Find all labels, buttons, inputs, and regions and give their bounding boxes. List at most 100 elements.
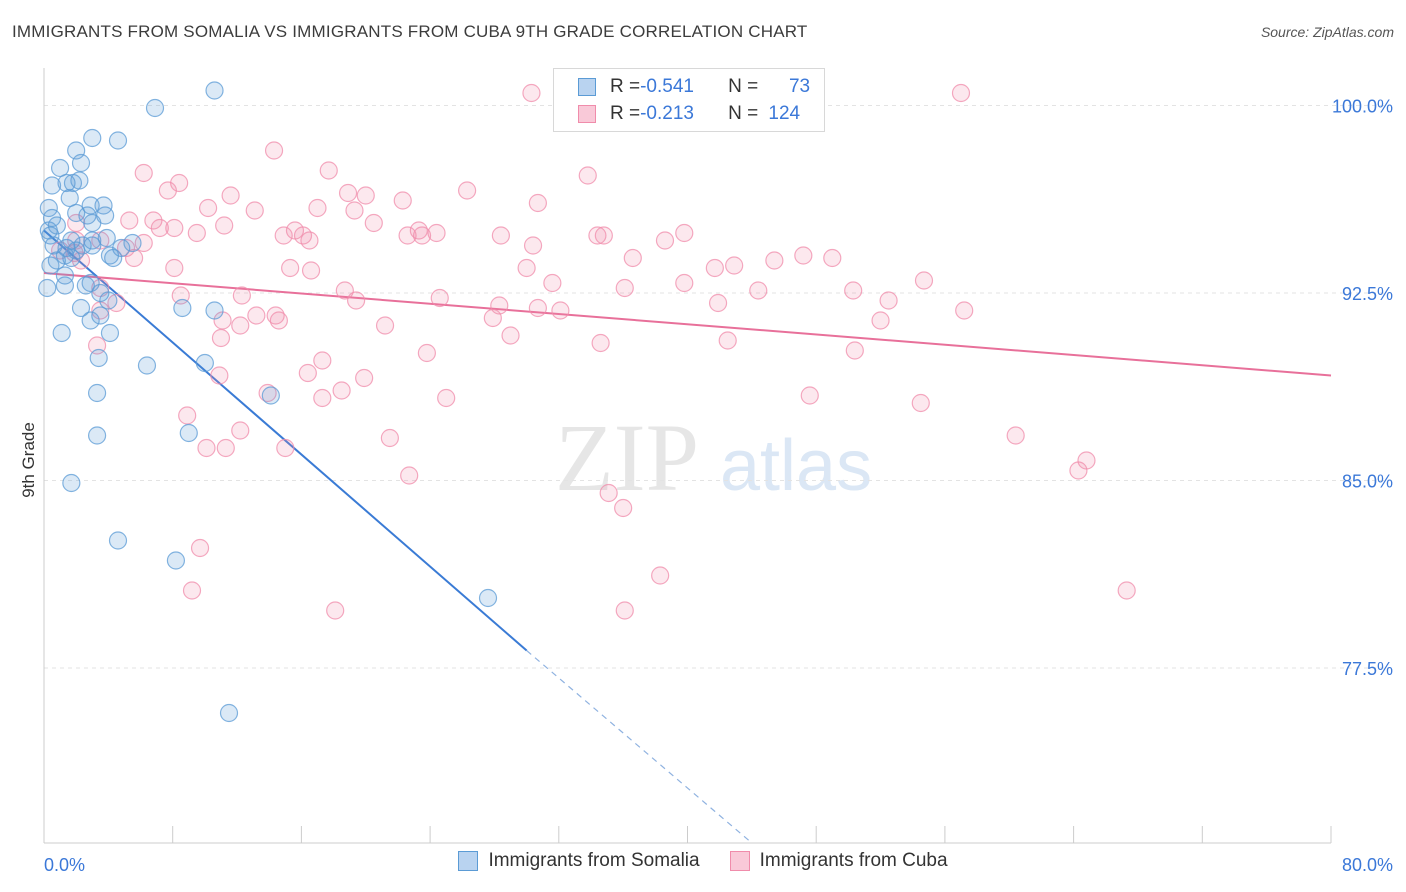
data-point	[150, 218, 169, 238]
watermark-zip: ZIP	[555, 404, 699, 511]
data-point	[844, 281, 863, 300]
data-point	[158, 181, 177, 200]
bottom-legend-cuba[interactable]: Immigrants from Cuba	[729, 850, 948, 872]
data-point	[501, 326, 520, 345]
data-point	[269, 311, 288, 330]
data-point	[50, 158, 70, 178]
data-point	[165, 218, 184, 238]
data-point	[83, 236, 102, 255]
data-point	[375, 316, 395, 335]
data-point	[173, 298, 192, 318]
data-point	[588, 226, 607, 245]
data-point	[951, 83, 971, 103]
data-point	[594, 226, 613, 245]
data-point	[1006, 426, 1025, 445]
data-point	[332, 381, 351, 400]
bottom-legend-somalia[interactable]: Immigrants from Somalia	[458, 850, 700, 872]
data-point	[430, 288, 449, 308]
data-point	[578, 166, 597, 185]
data-point	[205, 301, 224, 320]
data-point	[91, 306, 110, 325]
data-point	[247, 306, 266, 325]
trend-line-extension	[526, 650, 753, 844]
data-point	[528, 193, 547, 213]
data-point	[38, 278, 57, 298]
data-point	[216, 438, 235, 458]
data-point	[137, 356, 157, 375]
legend-r-value: -0.213	[640, 103, 694, 124]
data-point	[108, 131, 128, 150]
y-tick-label: 100.0%	[1332, 97, 1393, 117]
data-point	[725, 256, 744, 275]
data-point	[914, 271, 934, 290]
data-point	[437, 388, 456, 408]
data-point	[62, 248, 81, 268]
data-point	[42, 176, 62, 195]
data-point	[955, 301, 974, 320]
y-tick-label: 77.5%	[1342, 659, 1393, 679]
data-point	[551, 301, 570, 320]
data-point	[232, 286, 251, 305]
data-point	[81, 273, 100, 293]
data-point	[274, 226, 293, 245]
data-point	[491, 226, 510, 245]
data-point	[345, 201, 364, 220]
data-point	[614, 498, 633, 518]
legend-row-cuba: R = -0.213 N = 124	[554, 101, 800, 127]
data-point	[100, 323, 120, 343]
data-point	[591, 333, 610, 353]
data-point	[879, 291, 898, 310]
data-point	[145, 98, 165, 118]
data-point	[313, 388, 332, 408]
data-point	[326, 601, 345, 620]
data-point	[313, 351, 332, 370]
data-point	[100, 246, 120, 265]
data-point	[39, 198, 58, 218]
data-point	[765, 251, 784, 270]
data-point	[124, 248, 144, 268]
data-point	[623, 248, 642, 268]
data-point	[81, 311, 100, 330]
data-point	[355, 368, 374, 388]
data-point	[231, 421, 250, 440]
legend-n-label: N =	[728, 103, 759, 124]
data-point	[398, 226, 417, 245]
data-point	[231, 316, 250, 335]
data-point	[823, 248, 842, 268]
data-point	[458, 181, 477, 200]
data-point	[195, 353, 214, 373]
data-point	[198, 198, 218, 218]
data-point	[104, 248, 123, 268]
data-point	[165, 258, 184, 278]
legend-r-label: R =	[610, 76, 641, 97]
data-point	[675, 223, 694, 243]
data-point	[97, 228, 116, 248]
data-point	[71, 153, 91, 173]
data-point	[187, 223, 206, 243]
data-point	[71, 298, 91, 318]
data-point	[178, 406, 197, 425]
data-point	[197, 438, 216, 458]
data-point	[83, 231, 102, 250]
data-point	[651, 566, 670, 585]
data-point	[264, 141, 284, 160]
data-point	[417, 343, 436, 363]
data-point	[60, 188, 79, 208]
bottom-legend-label-cuba: Immigrants from Cuba	[759, 850, 948, 871]
data-point	[41, 256, 60, 275]
data-point	[221, 186, 240, 205]
data-point	[276, 438, 295, 458]
y-tick-label: 85.0%	[1342, 472, 1393, 492]
data-point	[62, 473, 81, 493]
data-point	[83, 128, 102, 148]
data-point	[543, 273, 562, 293]
data-point	[123, 233, 142, 253]
data-point	[522, 83, 541, 103]
data-point	[338, 183, 358, 203]
y-axis-label: 9th Grade	[19, 422, 38, 498]
bottom-legend-swatch-cuba	[729, 851, 750, 871]
data-point	[179, 423, 198, 443]
legend-n-value: 73	[788, 76, 811, 97]
data-point	[655, 231, 675, 250]
legend-swatch-somalia	[578, 78, 596, 96]
